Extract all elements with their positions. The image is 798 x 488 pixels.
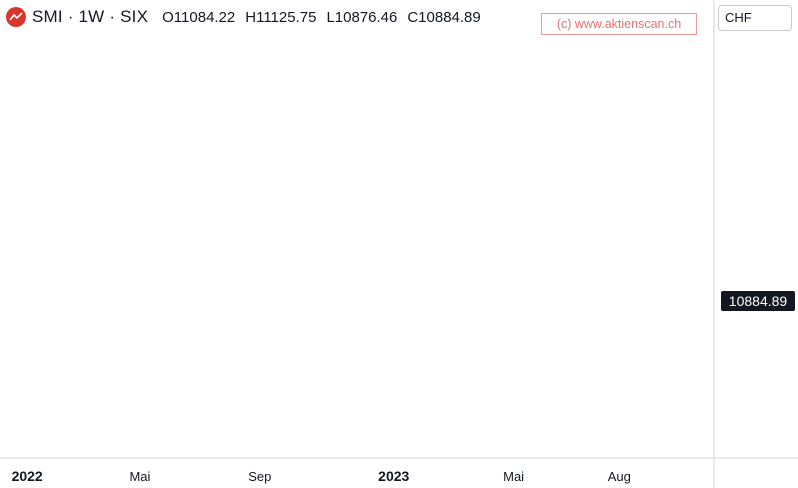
x-tick-label: Aug: [608, 469, 631, 484]
x-tick-label: Mai: [129, 469, 150, 484]
chart-header: SMI · 1W · SIX O11084.22 H11125.75 L10876.…: [6, 7, 491, 27]
last-price-label: 10884.89: [721, 291, 795, 311]
symbol-label[interactable]: SMI · 1W · SIX: [32, 7, 149, 26]
tradingview-logo-icon: [6, 7, 26, 27]
x-tick-label: 2022: [12, 468, 43, 484]
high-value: H11125.75: [245, 8, 317, 26]
watermark: (c) www.aktienscan.ch: [541, 13, 697, 35]
low-value: L10876.46: [326, 8, 398, 26]
x-tick-label: Mai: [503, 469, 524, 484]
ohlc-values: O11084.22 H11125.75 L10876.46 C10884.89: [162, 9, 491, 26]
x-tick-label: Sep: [248, 469, 271, 484]
open-value: O11084.22: [162, 8, 236, 26]
currency-button[interactable]: CHF: [718, 5, 792, 31]
close-value: C10884.89: [407, 8, 481, 26]
x-tick-label: 2023: [378, 468, 409, 484]
